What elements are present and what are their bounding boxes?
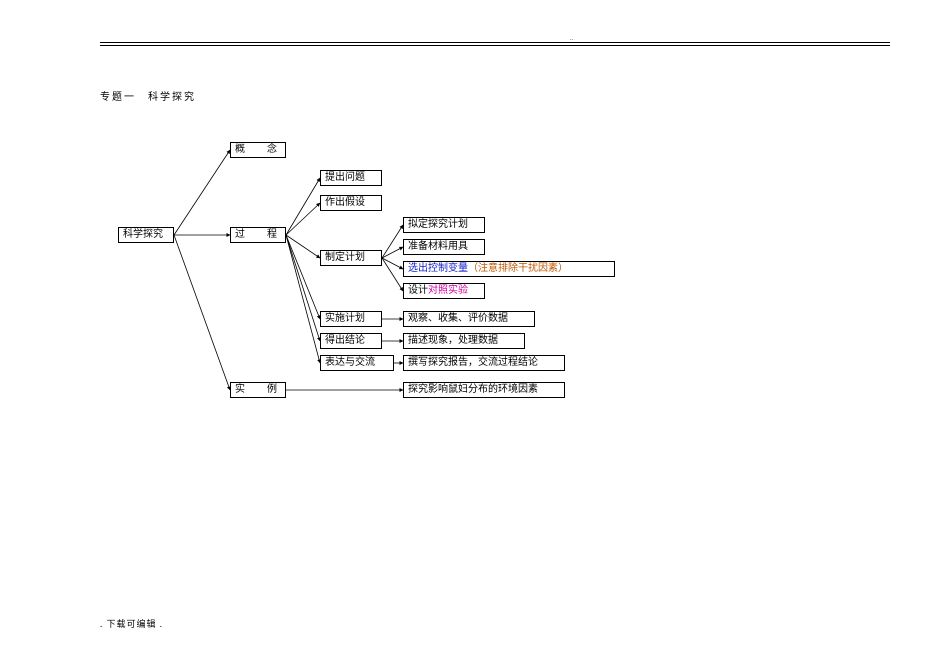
node-miaoshu: 描述现象，处理数据 xyxy=(403,333,525,349)
edge-guocheng-biaoda xyxy=(286,235,320,363)
page-footer: . 下载可编辑 . xyxy=(100,617,163,630)
node-zhunbei: 准备材料用具 xyxy=(403,239,485,255)
node-niding: 拟定探究计划 xyxy=(403,217,485,233)
edge-zhiding-zhunbei xyxy=(382,247,403,258)
node-biaoda: 表达与交流 xyxy=(320,355,394,371)
edge-zhiding-niding xyxy=(382,225,403,258)
concept-diagram: 科学探究 概 念过 程实 例 提出问题作出假设制定计划实施计划得出结论表达与交流 拟定… xyxy=(0,0,945,668)
node-gainian: 概 念 xyxy=(230,142,286,158)
node-sheji-segment: 对照实验 xyxy=(428,284,468,298)
node-shishi: 实施计划 xyxy=(320,311,382,327)
node-zhiding: 制定计划 xyxy=(320,250,382,266)
node-shili: 实 例 xyxy=(230,382,286,398)
node-jielun: 得出结论 xyxy=(320,333,382,349)
node-guocheng: 过 程 xyxy=(230,227,286,243)
node-root: 科学探究 xyxy=(118,227,174,243)
edge-guocheng-jiashe xyxy=(286,203,320,235)
node-xuanchu: 选出控制变量（注意排除干扰因素） xyxy=(403,261,615,277)
edge-zhiding-xuanchu xyxy=(382,258,403,269)
node-sheji: 设计对照实验 xyxy=(403,283,485,299)
node-zhuanxie: 撰写探究报告，交流过程结论 xyxy=(403,355,565,371)
edge-guocheng-jielun xyxy=(286,235,320,341)
node-tichu: 提出问题 xyxy=(320,170,382,186)
node-sheji-segment: 设计 xyxy=(408,284,428,298)
node-jiashe: 作出假设 xyxy=(320,195,382,211)
edge-guocheng-zhiding xyxy=(286,235,320,258)
edge-guocheng-shishi xyxy=(286,235,320,319)
edge-zhiding-sheji xyxy=(382,258,403,291)
node-xuanchu-segment: 选出控制变量 xyxy=(408,262,468,276)
edge-root-gainian xyxy=(174,150,230,235)
node-xuanchu-segment: （注意排除干扰因素） xyxy=(468,262,568,276)
node-tanji: 探究影响鼠妇分布的环境因素 xyxy=(403,382,565,398)
edge-root-shili xyxy=(174,235,230,390)
node-guancha: 观察、收集、评价数据 xyxy=(403,311,535,327)
edge-guocheng-tichu xyxy=(286,178,320,235)
